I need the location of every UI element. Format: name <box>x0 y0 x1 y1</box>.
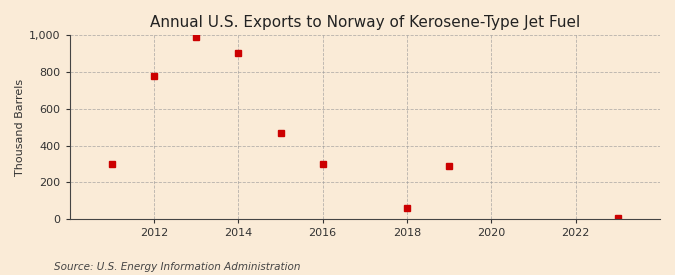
Y-axis label: Thousand Barrels: Thousand Barrels <box>15 79 25 176</box>
Title: Annual U.S. Exports to Norway of Kerosene-Type Jet Fuel: Annual U.S. Exports to Norway of Kerosen… <box>150 15 580 30</box>
Text: Source: U.S. Energy Information Administration: Source: U.S. Energy Information Administ… <box>54 262 300 271</box>
